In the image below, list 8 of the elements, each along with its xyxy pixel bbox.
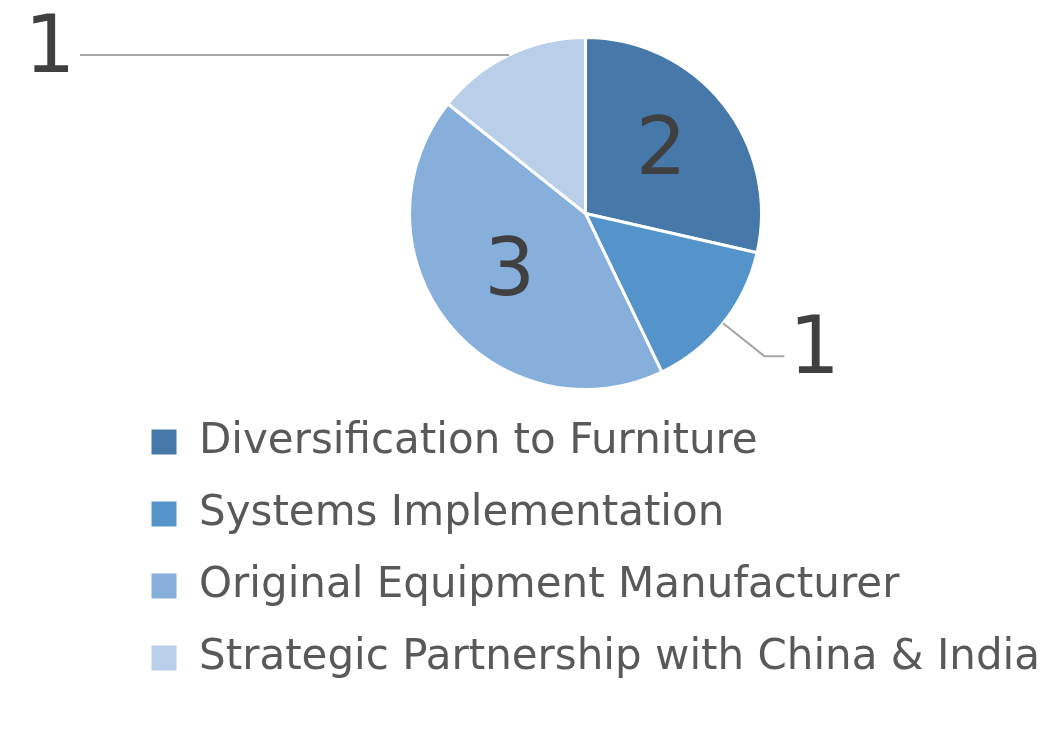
data-label: 2: [635, 99, 687, 193]
legend-label: Strategic Partnership with China & India: [199, 629, 1040, 679]
data-label: 1: [788, 298, 840, 392]
legend-label: Diversification to Furniture: [199, 413, 758, 463]
legend-label: Systems Implementation: [199, 485, 725, 535]
legend-label: Original Equipment Manufacturer: [199, 557, 901, 607]
data-label: 3: [484, 220, 536, 314]
data-label: 1: [24, 0, 76, 91]
